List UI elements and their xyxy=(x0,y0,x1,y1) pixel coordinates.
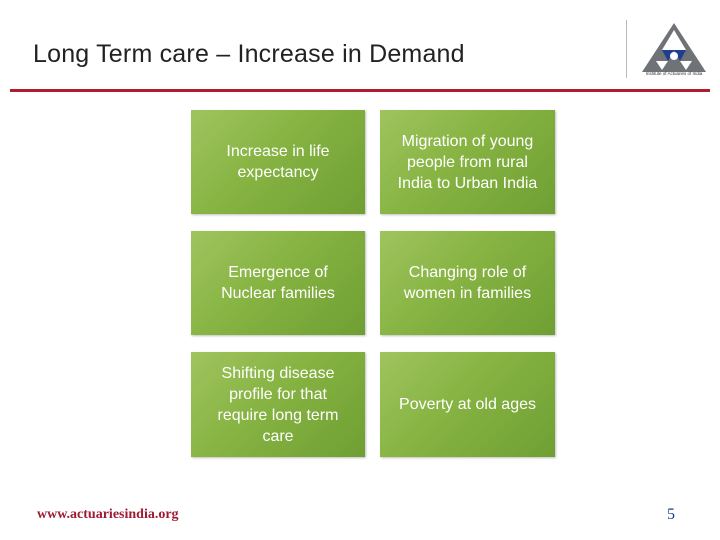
tile-nuclear-families: Emergence of Nuclear families xyxy=(191,231,365,335)
institute-of-actuaries-logo-icon xyxy=(642,23,706,72)
footer-url: www.actuariesindia.org xyxy=(37,507,179,522)
tile-role-of-women: Changing role of women in families xyxy=(380,231,555,335)
tile-disease-profile: Shifting disease profile for that requir… xyxy=(191,352,365,457)
tile-text: Migration of young people from rural Ind… xyxy=(397,132,538,192)
tile-text: Shifting disease profile for that requir… xyxy=(217,364,339,445)
page-title: Long Term care – Increase in Demand xyxy=(33,40,465,68)
logo-caption: Institute of Actuaries of India xyxy=(645,71,703,76)
tile-text: Poverty at old ages xyxy=(399,396,536,413)
logo-divider xyxy=(626,20,627,78)
tile-poverty: Poverty at old ages xyxy=(380,352,555,457)
tile-life-expectancy: Increase in life expectancy xyxy=(191,110,365,214)
tile-text: Increase in life expectancy xyxy=(226,143,330,181)
tile-migration: Migration of young people from rural Ind… xyxy=(380,110,555,214)
tile-text: Changing role of women in families xyxy=(403,264,532,302)
tile-text: Emergence of Nuclear families xyxy=(221,264,335,302)
page-number: 5 xyxy=(667,506,675,523)
title-divider xyxy=(10,89,710,92)
